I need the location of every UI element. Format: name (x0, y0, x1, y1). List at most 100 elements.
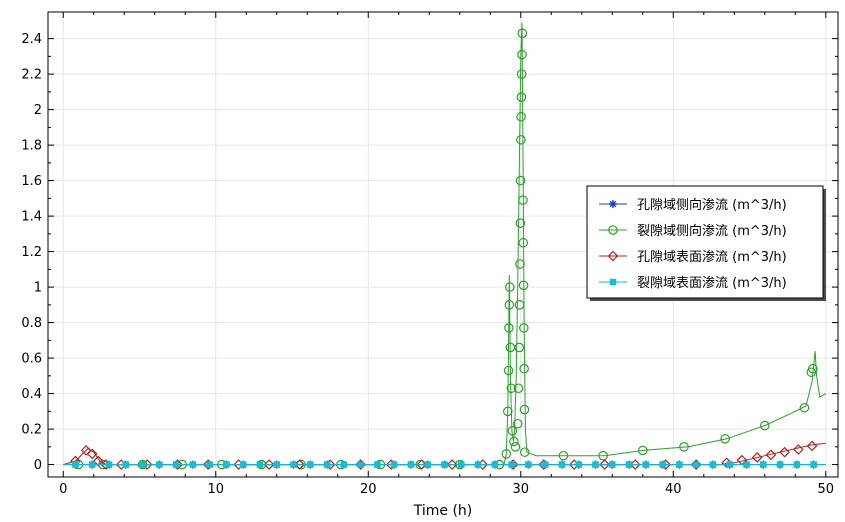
series-line (63, 22, 827, 466)
data-point (806, 440, 818, 452)
y-tick-label: 0.8 (21, 316, 42, 331)
data-point (273, 461, 281, 468)
data-point (692, 461, 700, 468)
data-point (519, 323, 529, 333)
data-point (541, 461, 549, 468)
data-point (808, 363, 818, 374)
data-point (513, 383, 524, 394)
data-point (609, 461, 616, 468)
data-point (519, 447, 530, 457)
data-point (642, 461, 650, 468)
data-point (512, 418, 523, 429)
data-point (86, 448, 98, 460)
data-point (223, 461, 230, 468)
y-tick-label: 0.4 (21, 387, 42, 402)
data-point (307, 461, 314, 468)
legend-marker (609, 278, 617, 286)
x-tick-label: 20 (360, 482, 377, 497)
data-point (510, 442, 521, 452)
legend-entry-label: 孔隙域表面渗流 (m^3/h) (637, 250, 787, 265)
y-tick-label: 0.6 (21, 352, 42, 367)
y-tick-label: 2.4 (21, 32, 42, 47)
y-tick-label: 1.4 (21, 210, 42, 225)
legend-entry-label: 裂隙域表面渗流 (m^3/h) (637, 276, 787, 291)
data-point (599, 459, 611, 470)
data-point (720, 434, 730, 444)
y-tick-label: 1.6 (21, 174, 42, 189)
legend-marker (608, 225, 618, 235)
data-point (514, 342, 525, 353)
data-point (751, 452, 763, 463)
data-point (340, 461, 348, 468)
data-point (516, 92, 527, 102)
data-point (122, 461, 130, 468)
data-point (558, 450, 569, 461)
data-point (390, 461, 398, 468)
x-tick-label: 30 (513, 482, 530, 497)
data-point (517, 28, 528, 39)
data-point (239, 461, 247, 468)
data-point (458, 461, 465, 468)
series-layer (63, 22, 827, 470)
data-point (374, 461, 381, 468)
data-point (507, 426, 518, 436)
data-point (799, 402, 810, 413)
data-point (575, 461, 582, 468)
data-point (598, 450, 608, 461)
data-point (518, 280, 529, 291)
data-point (793, 461, 801, 468)
x-tick-label: 40 (665, 482, 682, 497)
data-point (441, 461, 448, 468)
data-point (189, 461, 197, 468)
legend-entry-label: 孔隙域侧向渗流 (m^3/h) (637, 197, 787, 213)
series-4 (63, 461, 826, 468)
data-point (504, 323, 514, 333)
data-point (474, 461, 482, 468)
legend: 孔隙域侧向渗流 (m^3/h) 裂隙域侧向渗流 (m^3/h) 孔隙域表面渗流 (m… (586, 185, 826, 301)
data-point (263, 459, 275, 470)
grid (48, 12, 838, 477)
data-point (206, 461, 213, 468)
data-point (765, 449, 777, 461)
y-tick-label: 1.2 (21, 245, 42, 260)
data-point (515, 175, 526, 186)
data-point (810, 461, 817, 468)
data-point (446, 459, 458, 470)
data-point (105, 461, 113, 468)
data-point (357, 461, 364, 468)
data-point (290, 461, 297, 468)
data-point (256, 461, 264, 468)
data-point (679, 442, 689, 452)
data-point (80, 445, 92, 456)
legend-box (586, 185, 824, 299)
data-point (504, 300, 515, 310)
legend-marker (609, 200, 617, 208)
data-point (792, 444, 804, 455)
data-point (516, 111, 526, 122)
data-point (424, 461, 431, 468)
y-tick-label: 2 (34, 103, 42, 118)
data-point (515, 259, 525, 269)
data-point (508, 461, 515, 468)
data-point (491, 461, 499, 468)
data-point (516, 69, 527, 79)
data-point (525, 461, 532, 468)
data-point (504, 282, 515, 292)
data-point (676, 461, 683, 468)
series-2 (63, 22, 827, 470)
data-point (779, 446, 790, 458)
x-tick-label: 0 (59, 482, 67, 497)
data-point (743, 461, 750, 468)
y-tick-label: 2.2 (21, 68, 42, 83)
data-point (760, 461, 767, 468)
data-point (516, 134, 526, 145)
data-point (503, 365, 514, 376)
data-point (501, 449, 512, 459)
data-point (156, 461, 163, 468)
data-point (515, 218, 526, 229)
data-point (519, 404, 530, 415)
axis-ticks: 0 10 20 30 40 50 0 0.2 0.4 0.6 0.8 1 1.2 1.4 1.6 1.8 2 2.… (21, 12, 838, 497)
y-tick-label: 1 (34, 281, 42, 296)
plot-frame (47, 11, 839, 478)
